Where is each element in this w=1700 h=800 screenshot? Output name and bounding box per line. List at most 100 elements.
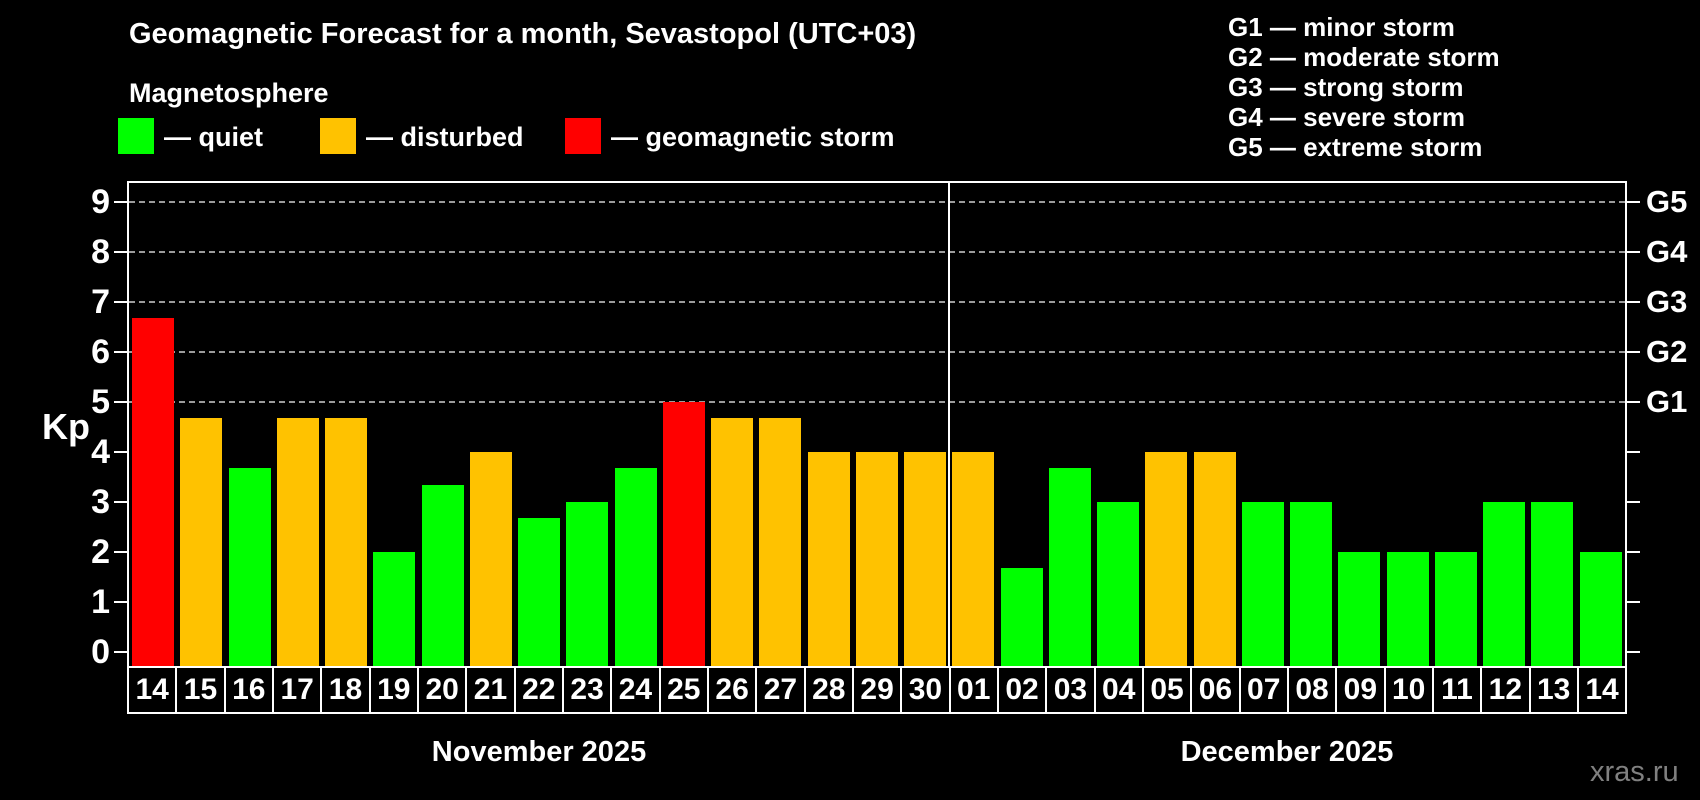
- day-label: 23: [561, 666, 613, 714]
- left-axis-tick: [114, 401, 127, 403]
- kp-bar-23-nov: [566, 502, 608, 666]
- day-label: 03: [1045, 666, 1096, 714]
- day-label: 30: [900, 666, 951, 714]
- legend-label-storm: — geomagnetic storm: [611, 122, 895, 152]
- day-label: 24: [610, 666, 661, 714]
- right-axis-tick: [1627, 301, 1640, 303]
- day-label: 07: [1238, 666, 1289, 714]
- kp-bar-20-nov: [422, 485, 464, 666]
- left-axis-tick: [114, 301, 127, 303]
- y-axis-title: Kp: [42, 406, 90, 447]
- y-tick-label: 4: [91, 433, 110, 471]
- right-axis-tick: [1627, 401, 1640, 403]
- day-label: 25: [658, 666, 709, 714]
- y-tick-label: 7: [91, 283, 110, 321]
- right-axis-tick: [1627, 201, 1640, 203]
- right-axis-tick: [1627, 251, 1640, 253]
- gridline-kp-9: [129, 201, 1625, 203]
- day-label: 11: [1431, 666, 1483, 714]
- gridline-kp-7: [129, 301, 1625, 303]
- left-axis-tick: [114, 351, 127, 353]
- kp-bar-17-nov: [277, 418, 319, 666]
- day-label: 08: [1286, 666, 1338, 714]
- kp-bar-06-dec: [1194, 452, 1236, 666]
- plot-area: [127, 181, 1627, 666]
- right-axis-tick: [1627, 351, 1640, 353]
- gridline-kp-8: [129, 251, 1625, 253]
- day-label: 15: [175, 666, 226, 714]
- day-label: 10: [1383, 666, 1434, 714]
- storm-scale-g4: G4 — severe storm: [1228, 102, 1466, 132]
- kp-bar-27-nov: [759, 418, 801, 666]
- day-label: 01: [948, 666, 999, 714]
- kp-bar-16-nov: [229, 468, 271, 666]
- storm-scale-g3: G3 — strong storm: [1228, 72, 1464, 102]
- day-label: 12: [1480, 666, 1531, 714]
- right-axis-tick: [1627, 551, 1640, 553]
- day-label: 18: [320, 666, 371, 714]
- right-axis-tick: [1627, 601, 1640, 603]
- day-label: 14: [1576, 666, 1628, 714]
- kp-bar-09-dec: [1338, 552, 1380, 666]
- chart-subtitle: Magnetosphere: [129, 78, 329, 108]
- left-axis-tick: [114, 251, 127, 253]
- chart-title: Geomagnetic Forecast for a month, Sevast…: [129, 18, 917, 50]
- y-tick-label: 9: [91, 183, 110, 221]
- day-label: 29: [851, 666, 903, 714]
- y-tick-label: 3: [91, 483, 110, 521]
- kp-bar-15-nov: [180, 418, 222, 666]
- day-label: 27: [755, 666, 806, 714]
- kp-bar-01-dec: [952, 452, 994, 666]
- kp-bar-25-nov: [663, 402, 705, 666]
- kp-bar-13-dec: [1531, 502, 1573, 666]
- y-tick-label: 0: [91, 633, 110, 671]
- g-scale-label-g1: G1: [1646, 384, 1688, 419]
- left-axis-tick: [114, 651, 127, 653]
- g-scale-label-g5: G5: [1646, 184, 1688, 219]
- day-label: 04: [1093, 666, 1144, 714]
- kp-bar-11-dec: [1435, 552, 1477, 666]
- g-scale-label-g4: G4: [1646, 234, 1688, 269]
- kp-bar-05-dec: [1145, 452, 1187, 666]
- kp-bar-14-nov: [132, 318, 174, 666]
- legend-label-disturbed: — disturbed: [366, 122, 524, 152]
- y-tick-label: 6: [91, 333, 110, 371]
- kp-bar-02-dec: [1001, 568, 1043, 666]
- day-label: 20: [416, 666, 468, 714]
- kp-bar-10-dec: [1387, 552, 1429, 666]
- kp-bar-30-nov: [904, 452, 946, 666]
- day-label: 06: [1190, 666, 1241, 714]
- kp-bar-08-dec: [1290, 502, 1332, 666]
- left-axis-tick: [114, 601, 127, 603]
- storm-scale-g2: G2 — moderate storm: [1228, 42, 1500, 72]
- month-divider: [948, 183, 950, 666]
- kp-bar-18-nov: [325, 418, 367, 666]
- g-scale-label-g2: G2: [1646, 334, 1688, 369]
- storm-scale-legend: G1 — minor storm G2 — moderate storm G3 …: [1228, 12, 1500, 162]
- watermark: xras.ru: [1590, 756, 1679, 788]
- kp-bar-22-nov: [518, 518, 560, 666]
- x-axis-day-labels: 14 15 16 17 18 19 20 21 22 23 24 25 26 27 28 29 30 01 02 03…: [127, 666, 1628, 714]
- kp-bar-29-nov: [856, 452, 898, 666]
- right-axis-tick: [1627, 651, 1640, 653]
- kp-bar-19-nov: [373, 552, 415, 666]
- legend-label-quiet: — quiet: [164, 122, 263, 152]
- kp-bar-04-dec: [1097, 502, 1139, 666]
- kp-bar-12-dec: [1483, 502, 1525, 666]
- legend-swatch-disturbed: [320, 118, 356, 154]
- day-label: 22: [513, 666, 564, 714]
- day-label: 16: [223, 666, 274, 714]
- left-axis-tick: [114, 201, 127, 203]
- day-label: 17: [271, 666, 323, 714]
- day-label: 26: [706, 666, 758, 714]
- kp-bar-03-dec: [1049, 468, 1091, 666]
- y-tick-label: 1: [91, 583, 110, 621]
- gridline-kp-5: [129, 401, 1625, 403]
- kp-bar-21-nov: [470, 452, 512, 666]
- day-label: 02: [996, 666, 1048, 714]
- kp-bar-14-dec: [1580, 552, 1622, 666]
- month-label-december: December 2025: [1180, 736, 1394, 768]
- y-tick-label: 2: [91, 533, 110, 571]
- right-axis-tick: [1627, 501, 1640, 503]
- left-axis-tick: [114, 551, 127, 553]
